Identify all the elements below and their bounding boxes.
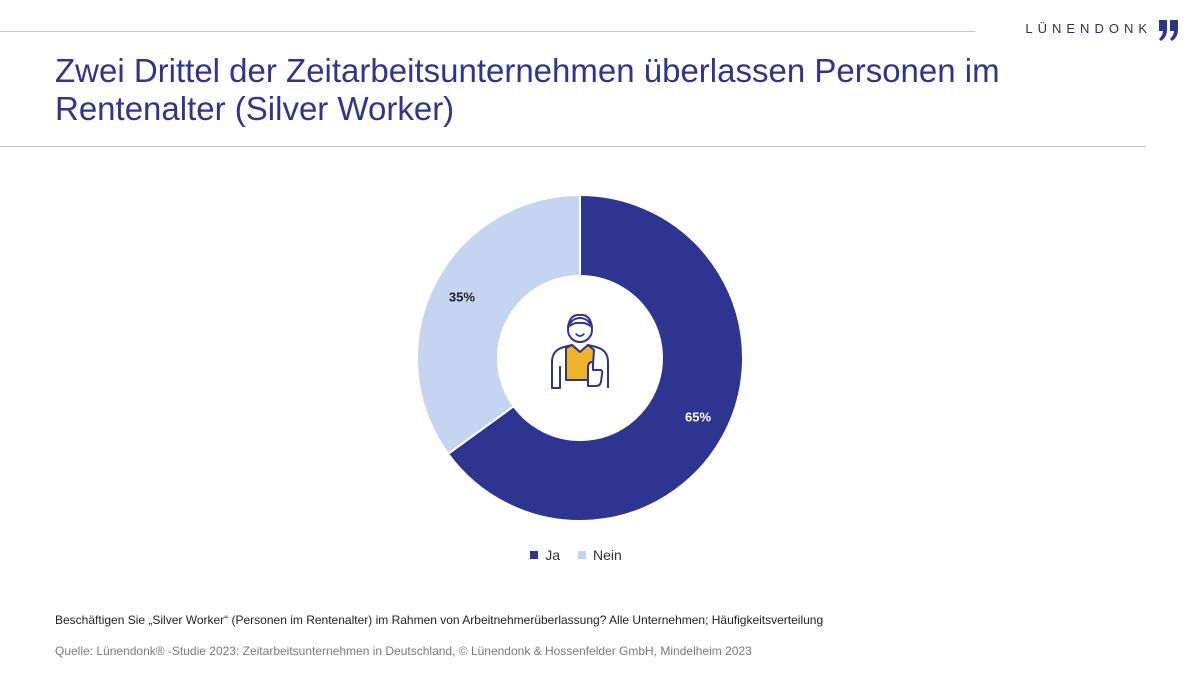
legend-label: Nein — [593, 547, 622, 563]
quote-mark-icon — [1159, 20, 1178, 41]
brand-name: LÜNENDONK — [1025, 21, 1152, 36]
legend-item-nein: Nein — [578, 547, 622, 563]
slice-nein — [416, 193, 581, 456]
legend-label: Ja — [545, 547, 560, 563]
top-divider — [0, 31, 975, 32]
slice-label-nein: 35% — [449, 289, 475, 304]
brand-logo: LÜNENDONK — [1025, 18, 1180, 44]
worker-thumbs-up-icon — [551, 313, 609, 389]
source-note: Quelle: Lünendonk® -Studie 2023: Zeitarb… — [55, 644, 752, 658]
donut-chart: 65% 35% — [416, 193, 744, 522]
legend-swatch — [530, 551, 539, 559]
legend-swatch — [578, 551, 586, 559]
slice-label-ja: 65% — [685, 410, 711, 425]
survey-question: Beschäftigen Sie „Silver Worker“ (Person… — [55, 613, 824, 627]
page-title: Zwei Drittel der Zeitarbeitsunternehmen … — [55, 52, 1000, 127]
chart-legend: Ja Nein — [0, 547, 1200, 563]
slice-ja — [446, 193, 744, 522]
title-divider — [0, 146, 1146, 147]
legend-item-ja: Ja — [530, 547, 560, 563]
slice-labels: 65% 35% — [449, 289, 712, 424]
donut-slices — [416, 193, 744, 522]
